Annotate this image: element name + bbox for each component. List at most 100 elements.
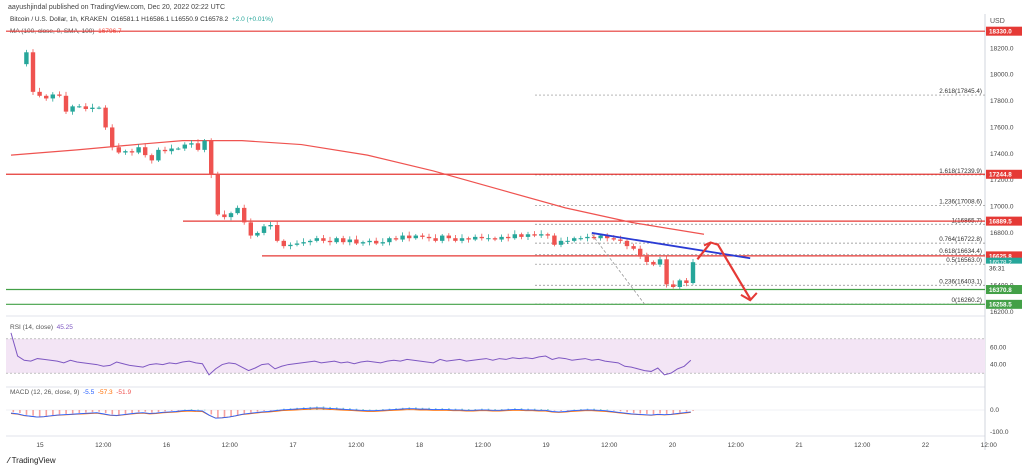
candle-body xyxy=(400,235,405,240)
price-axis-badge-label: 17244.8 xyxy=(989,172,1012,179)
macd-histogram-bar xyxy=(672,410,675,414)
candle-body xyxy=(459,238,465,241)
macd-histogram-bar xyxy=(355,408,358,410)
brand-name: TradingView xyxy=(11,456,56,465)
rsi-label: RSI (14, close) xyxy=(10,324,53,331)
price-axis-badge-label: 16889.5 xyxy=(989,219,1012,226)
candle-body xyxy=(281,240,286,247)
fib-level-label: 1.618(17239.9) xyxy=(939,168,982,175)
candle-body xyxy=(162,149,168,152)
candle-body xyxy=(228,213,234,218)
candle-body xyxy=(413,235,418,239)
candle-body xyxy=(235,207,240,214)
candle-body xyxy=(644,256,649,262)
macd-value-2: -57.3 xyxy=(97,389,113,396)
candle-body xyxy=(275,225,280,241)
macd-histogram-bar xyxy=(474,409,477,410)
macd-histogram-bar xyxy=(78,410,81,414)
candle-body xyxy=(195,143,201,150)
x-tick-label: 12:00 xyxy=(728,442,745,449)
x-tick-label: 20 xyxy=(669,442,677,449)
fib-level-label: 1.236(17008.6) xyxy=(939,198,982,205)
candle-body xyxy=(96,107,102,109)
macd-histogram-bar xyxy=(349,408,351,410)
macd-histogram-bar xyxy=(586,408,589,410)
macd-histogram-bar xyxy=(52,410,54,416)
macd-histogram-bar xyxy=(646,410,648,414)
macd-histogram-bar xyxy=(38,410,41,417)
macd-histogram-bar xyxy=(124,410,127,414)
macd-histogram-bar xyxy=(659,410,661,414)
y-tick-label: 16800.0 xyxy=(990,230,1014,237)
candle-body xyxy=(222,214,227,218)
rsi-value: 45.25 xyxy=(56,324,73,331)
macd-histogram-bar xyxy=(652,410,655,415)
candle-body xyxy=(532,234,537,236)
candle-body xyxy=(591,236,597,239)
x-tick-label: 12:00 xyxy=(981,442,998,449)
macd-histogram-bar xyxy=(448,408,450,410)
candle-body xyxy=(618,239,623,241)
price-axis-badge xyxy=(986,169,1022,179)
macd-histogram-bar xyxy=(533,408,536,410)
price-axis-badge-label: 16625.8 xyxy=(989,253,1012,260)
candle-body xyxy=(30,52,36,92)
candle-body xyxy=(242,207,247,223)
macd-histogram-bar xyxy=(573,409,576,411)
price-axis-badge xyxy=(986,216,1022,226)
candle-body xyxy=(420,235,425,237)
fib-level-label: 0.618(16634.4) xyxy=(939,248,982,255)
candle-body xyxy=(578,238,583,240)
y-tick-label: 17400.0 xyxy=(990,151,1014,158)
candle-body xyxy=(110,127,115,148)
fib-level-label: 0.764(16722.8) xyxy=(939,236,982,243)
macd-histogram-bar xyxy=(632,410,635,414)
macd-histogram-bar xyxy=(98,410,100,412)
macd-histogram-bar xyxy=(19,410,21,414)
price-axis-badge xyxy=(986,263,1022,273)
candle-body xyxy=(314,238,319,241)
y-tick-label: 18000.0 xyxy=(990,72,1014,79)
macd-histogram-bar xyxy=(65,410,67,414)
candle-body xyxy=(486,238,491,240)
macd-histogram-bar xyxy=(230,410,232,417)
macd-histogram-bar xyxy=(151,410,153,413)
macd-label: MACD (12, 26, close, 9) xyxy=(10,389,80,396)
candle-body xyxy=(24,52,29,65)
candle-body xyxy=(123,151,128,153)
y-tick-label: 17800.0 xyxy=(990,98,1014,105)
candle-body xyxy=(255,232,260,236)
candle-body xyxy=(684,280,689,284)
candle-body xyxy=(341,238,346,243)
x-tick-label: 15 xyxy=(36,442,44,449)
candle-body xyxy=(367,240,372,243)
candle-body xyxy=(671,284,676,287)
macd-histogram-bar xyxy=(243,410,246,414)
macd-histogram-bar xyxy=(481,408,483,410)
x-tick-label: 19 xyxy=(542,442,550,449)
candle-body xyxy=(327,240,333,243)
candle-body xyxy=(156,149,161,161)
candle-body xyxy=(598,235,603,239)
rsi-tick-label: 60.00 xyxy=(990,344,1007,351)
y-tick-label: 17000.0 xyxy=(990,204,1014,211)
candle-body xyxy=(83,106,88,109)
candle-body xyxy=(44,95,49,99)
symbol-name: Bitcoin / U.S. Dollar, 1h, KRAKEN xyxy=(10,16,108,23)
candle-body xyxy=(506,236,511,239)
macd-histogram-bar xyxy=(104,410,107,414)
candle-body xyxy=(512,234,517,239)
macd-histogram-bar xyxy=(619,410,622,412)
candle-body xyxy=(651,261,656,265)
macd-histogram-bar xyxy=(461,408,463,410)
tradingview-logo[interactable]: ⁄ TradingView xyxy=(8,456,56,465)
x-tick-label: 12:00 xyxy=(95,442,112,449)
candle-body xyxy=(308,240,313,243)
candle-body xyxy=(387,238,392,243)
macd-histogram-bar xyxy=(362,409,364,410)
candle-body xyxy=(585,236,590,239)
candle-body xyxy=(433,238,438,241)
price-axis-badge xyxy=(986,285,1022,295)
fib-anchor-line xyxy=(591,234,645,305)
